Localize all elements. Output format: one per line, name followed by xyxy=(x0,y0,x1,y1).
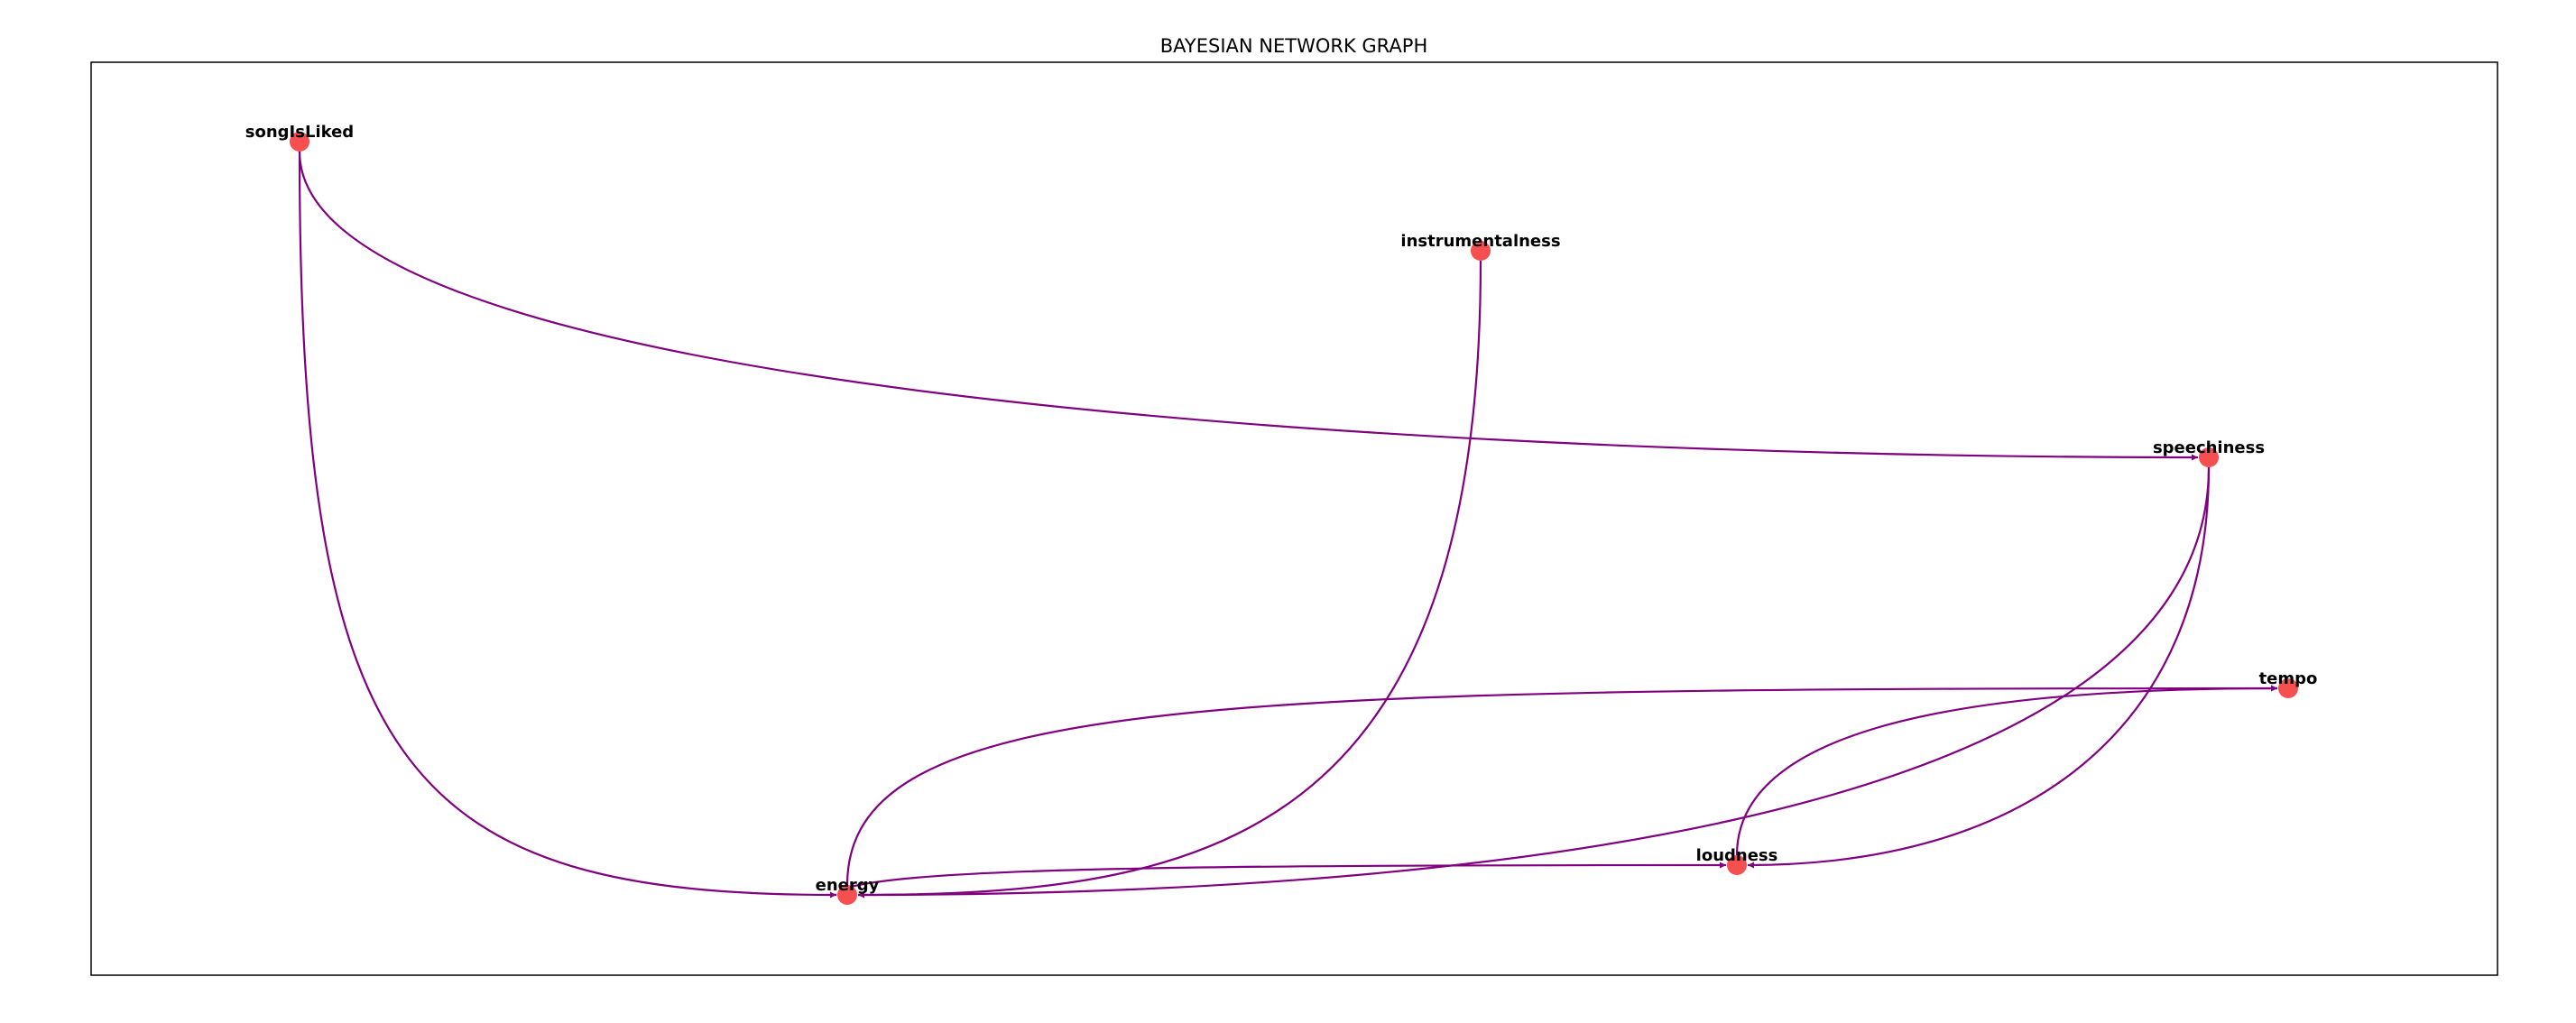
edge-energy-to-tempo xyxy=(845,685,2278,886)
node-label-tempo: tempo xyxy=(2259,669,2318,688)
edge-song-is-liked-to-energy xyxy=(298,151,837,899)
edge-song-is-liked-to-speechiness xyxy=(298,151,2199,461)
plot-frame xyxy=(90,61,2498,976)
edge-speechiness-to-energy xyxy=(857,466,2211,899)
node-label-speechiness: speechiness xyxy=(2153,438,2265,457)
node-instrumentalness xyxy=(1471,241,1491,261)
edge-instrumentalness-to-energy xyxy=(857,260,1482,899)
edge-loudness-to-tempo xyxy=(1735,685,2278,856)
node-label-energy: energy xyxy=(816,876,880,895)
node-label-song-is-liked: songIsLiked xyxy=(245,123,354,142)
node-label-instrumentalness: instrumentalness xyxy=(1400,232,1560,251)
node-energy xyxy=(837,885,857,905)
edge-speechiness-to-loudness xyxy=(1747,466,2211,869)
edge-energy-to-loudness xyxy=(846,862,1727,889)
node-loudness xyxy=(1727,855,1747,875)
node-label-loudness: loudness xyxy=(1696,846,1778,865)
node-song-is-liked xyxy=(290,132,309,152)
node-tempo xyxy=(2278,678,2298,698)
nodes-layer xyxy=(290,132,2298,905)
edges-layer xyxy=(298,151,2278,899)
node-speechiness xyxy=(2199,447,2219,467)
graph-title: BAYESIAN NETWORK GRAPH xyxy=(1160,35,1427,57)
labels-layer: songIsLiked instrumentalness speechiness te… xyxy=(245,123,2318,895)
